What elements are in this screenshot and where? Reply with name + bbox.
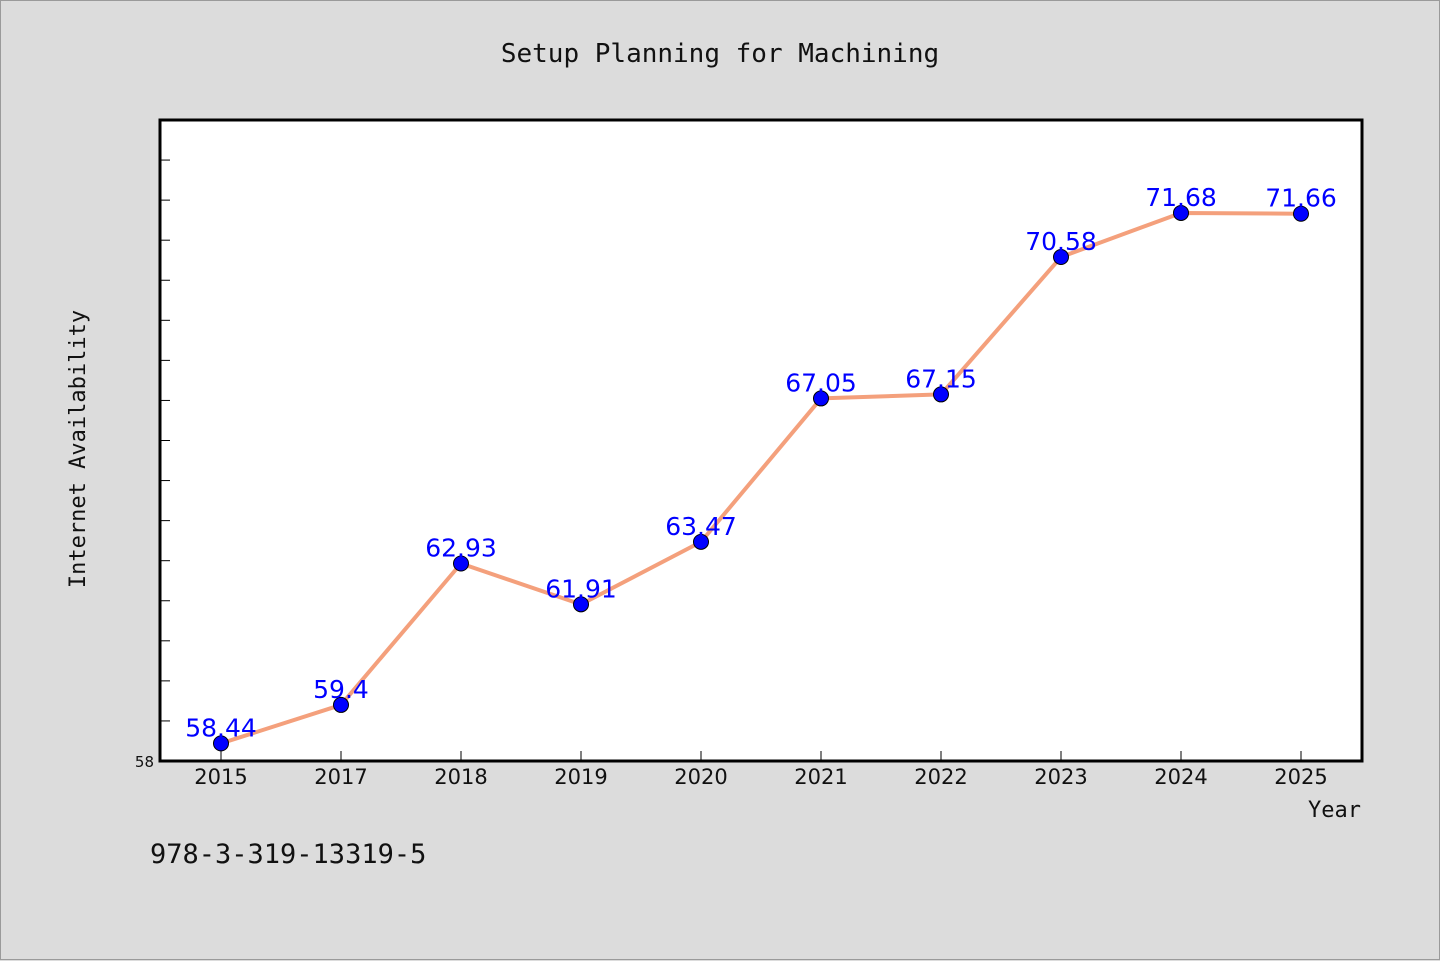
data-markers bbox=[213, 204, 1309, 752]
data-point bbox=[573, 596, 589, 613]
data-label: 67.15 bbox=[905, 364, 977, 393]
x-tick-label: 2021 bbox=[794, 765, 847, 789]
x-tick-label: 2017 bbox=[314, 765, 367, 789]
data-label: 61.91 bbox=[545, 574, 617, 603]
y-axis-label: Internet Availability bbox=[66, 310, 91, 588]
data-point bbox=[1053, 249, 1069, 266]
data-point bbox=[813, 390, 829, 407]
data-label: 62.93 bbox=[425, 533, 497, 562]
x-tick-label: 2015 bbox=[194, 765, 247, 789]
x-tick-label: 2022 bbox=[914, 765, 967, 789]
data-label: 71.68 bbox=[1145, 183, 1217, 212]
chart-title: Setup Planning for Machining bbox=[501, 39, 939, 69]
data-point bbox=[1293, 205, 1309, 222]
x-tick-label: 2025 bbox=[1274, 765, 1327, 789]
data-point bbox=[333, 696, 349, 713]
data-point bbox=[693, 533, 709, 550]
x-tick-label: 2019 bbox=[554, 765, 607, 789]
data-label: 63.47 bbox=[665, 512, 737, 541]
x-tick-label: 2018 bbox=[434, 765, 487, 789]
x-tick-labels: 2015 2017 2018 2019 2020 2021 2022 2023 2024 2025 bbox=[194, 765, 1327, 789]
data-label: 59.4 bbox=[313, 675, 369, 704]
y-axis-ticks bbox=[160, 159, 170, 722]
data-point bbox=[453, 555, 469, 572]
footer-identifier: 978-3-319-13319-5 bbox=[150, 839, 426, 870]
x-tick-label: 2024 bbox=[1154, 765, 1207, 789]
x-axis-ticks bbox=[220, 751, 1302, 761]
x-tick-label: 2020 bbox=[674, 765, 727, 789]
x-tick-label: 2023 bbox=[1034, 765, 1087, 789]
data-point bbox=[213, 735, 229, 752]
plot-area bbox=[158, 118, 1364, 763]
data-point bbox=[933, 386, 949, 403]
data-label: 67.05 bbox=[785, 368, 857, 397]
data-point bbox=[1173, 204, 1189, 221]
data-label: 58.44 bbox=[185, 713, 257, 742]
x-axis-label: Year bbox=[1308, 798, 1361, 823]
y-tick-label: 58 bbox=[135, 753, 154, 771]
data-label: 70.58 bbox=[1025, 227, 1097, 256]
series-line bbox=[220, 210, 1302, 746]
data-label: 71.66 bbox=[1265, 184, 1337, 213]
data-labels: 58.44 59.4 62.93 61.91 63.47 67.05 67.15 70.58 7… bbox=[185, 183, 1337, 742]
